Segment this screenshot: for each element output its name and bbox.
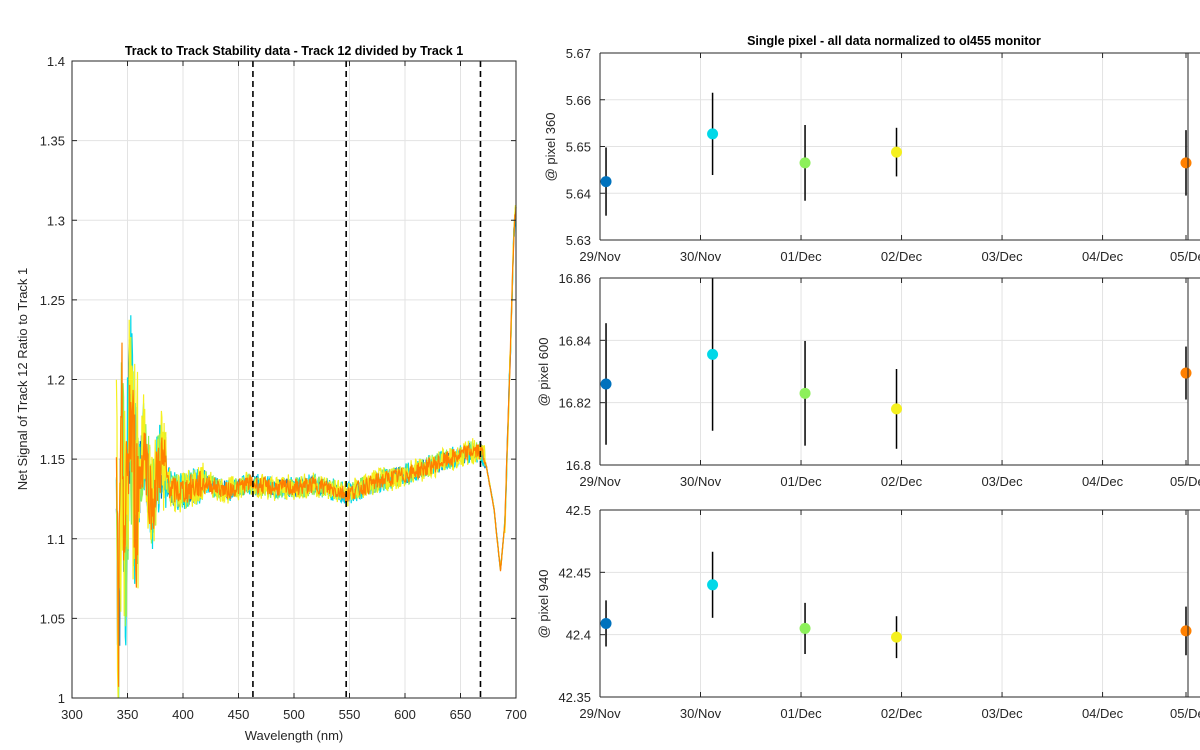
y-tick-label: 5.63 <box>566 233 591 248</box>
x-tick-label: 02/Dec <box>881 249 923 264</box>
x-tick-label: 350 <box>117 707 139 722</box>
x-tick-label: 04/Dec <box>1082 249 1124 264</box>
x-tick-label: 02/Dec <box>881 706 923 721</box>
x-tick-label: 03/Dec <box>981 474 1023 489</box>
data-point <box>600 617 612 629</box>
x-tick-label: 03/Dec <box>981 706 1023 721</box>
x-tick-label: 550 <box>339 707 361 722</box>
data-point <box>707 579 719 591</box>
y-tick-label: 5.64 <box>566 186 591 201</box>
data-point <box>600 378 612 390</box>
stability-line-chart: Track to Track Stability data - Track 12… <box>15 44 527 743</box>
y-tick-label: 42.4 <box>566 628 591 643</box>
y-tick-label: 16.82 <box>558 396 591 411</box>
data-point <box>707 128 719 140</box>
x-tick-label: 600 <box>394 707 416 722</box>
x-tick-label: 29/Nov <box>579 706 621 721</box>
pixel-600-ylabel: @ pixel 600 <box>536 338 551 407</box>
series-line <box>115 207 517 687</box>
data-point <box>891 403 903 415</box>
y-tick-label: 1.1 <box>47 532 65 547</box>
y-tick-label: 1.35 <box>40 134 65 149</box>
x-tick-label: 01/Dec <box>780 249 822 264</box>
data-point <box>1180 367 1192 379</box>
x-tick-label: 650 <box>450 707 472 722</box>
x-tick-label: 04/Dec <box>1082 706 1124 721</box>
x-tick-label: 05/Dec <box>1170 706 1200 721</box>
x-tick-label: 01/Dec <box>780 706 822 721</box>
data-point <box>891 631 903 643</box>
y-tick-label: 42.45 <box>558 565 591 580</box>
series-line <box>115 205 517 698</box>
x-tick-label: 300 <box>61 707 83 722</box>
data-point <box>799 157 811 169</box>
y-tick-label: 16.8 <box>566 458 591 473</box>
x-tick-label: 450 <box>228 707 250 722</box>
pixel-940-scatter-chart: @ pixel 940 29/Nov 30/Nov 01/Dec 02/Dec 03/D… <box>536 503 1200 721</box>
x-tick-label: 02/Dec <box>881 474 923 489</box>
pixel-360-ylabel: @ pixel 360 <box>543 113 558 182</box>
pixel-360-scatter-chart: Single pixel - all data normalized to ol… <box>543 34 1200 264</box>
x-tick-label: 01/Dec <box>780 474 822 489</box>
x-tick-label: 05/Dec <box>1170 474 1200 489</box>
data-point <box>799 387 811 399</box>
y-tick-label: 5.65 <box>566 140 591 155</box>
data-point <box>1180 157 1192 169</box>
y-tick-label: 16.84 <box>558 333 591 348</box>
x-tick-label: 700 <box>505 707 527 722</box>
data-point <box>707 348 719 360</box>
data-point <box>1180 625 1192 637</box>
left-chart-xlabel: Wavelength (nm) <box>245 728 344 743</box>
x-tick-label: 30/Nov <box>680 706 722 721</box>
series-line <box>115 207 517 652</box>
left-chart-title: Track to Track Stability data - Track 12… <box>125 44 463 58</box>
x-tick-label: 03/Dec <box>981 249 1023 264</box>
x-tick-label: 05/Dec <box>1170 249 1200 264</box>
x-tick-label: 400 <box>172 707 194 722</box>
y-tick-label: 1.4 <box>47 54 65 69</box>
right-chart-title: Single pixel - all data normalized to ol… <box>747 34 1041 48</box>
pixel-600-scatter-chart: @ pixel 600 29/Nov 30/Nov 01/Dec 02/Dec 03/D… <box>536 271 1200 489</box>
data-point <box>891 146 903 158</box>
y-tick-label: 5.66 <box>566 93 591 108</box>
y-tick-label: 1.05 <box>40 611 65 626</box>
y-tick-label: 1.15 <box>40 452 65 467</box>
y-tick-label: 42.5 <box>566 503 591 518</box>
data-point <box>600 176 612 188</box>
data-point <box>799 622 811 634</box>
x-tick-label: 29/Nov <box>579 249 621 264</box>
x-tick-label: 30/Nov <box>680 474 722 489</box>
x-tick-label: 500 <box>283 707 305 722</box>
x-tick-label: 30/Nov <box>680 249 722 264</box>
y-tick-label: 1.3 <box>47 213 65 228</box>
pixel-940-ylabel: @ pixel 940 <box>536 570 551 639</box>
y-tick-label: 1 <box>58 691 65 706</box>
y-tick-label: 1.25 <box>40 293 65 308</box>
y-tick-label: 5.67 <box>566 46 591 61</box>
left-chart-ylabel: Net Signal of Track 12 Ratio to Track 1 <box>15 268 30 491</box>
y-tick-label: 16.86 <box>558 271 591 286</box>
x-tick-label: 04/Dec <box>1082 474 1124 489</box>
y-tick-label: 42.35 <box>558 690 591 705</box>
x-tick-label: 29/Nov <box>579 474 621 489</box>
y-tick-label: 1.2 <box>47 373 65 388</box>
